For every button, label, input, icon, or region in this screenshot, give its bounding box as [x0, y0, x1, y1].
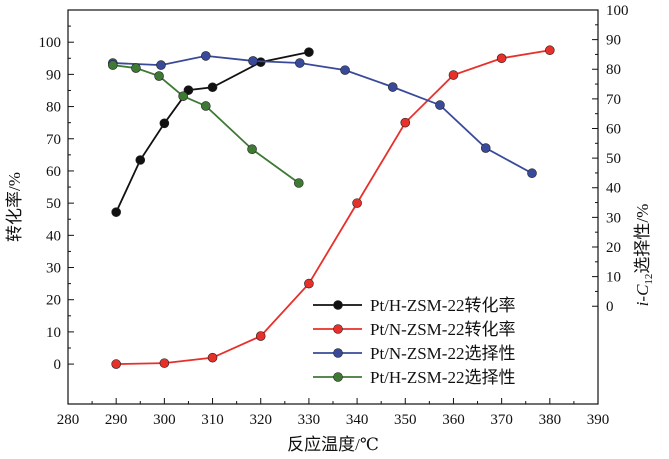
y-right-tick-label: 80 — [606, 62, 621, 78]
y-right-tick-label: 50 — [606, 151, 621, 167]
y-right-tick-label: 100 — [606, 3, 629, 19]
data-point — [255, 331, 266, 341]
data-point — [159, 358, 170, 368]
y-tick-label: 80 — [46, 100, 61, 116]
legend-label: Pt/H-ZSM-22选择性 — [370, 368, 515, 387]
data-point — [496, 53, 507, 64]
data-point — [340, 65, 350, 75]
data-point — [247, 144, 257, 155]
data-point — [293, 178, 304, 188]
legend-label: Pt/N-ZSM-22选择性 — [370, 344, 515, 363]
data-point — [183, 85, 194, 95]
x-tick-label: 310 — [201, 412, 224, 428]
series-line — [112, 64, 300, 184]
legend-marker — [333, 324, 343, 334]
data-point — [135, 155, 146, 165]
x-tick-label: 370 — [490, 412, 513, 428]
data-point — [248, 56, 258, 66]
series-line — [112, 55, 533, 175]
data-point — [154, 71, 164, 81]
data-point — [108, 60, 118, 70]
y-right-tick-label: 20 — [606, 240, 621, 256]
series-line — [115, 51, 310, 213]
x-tick-label: 390 — [587, 412, 610, 428]
data-point — [304, 278, 314, 289]
data-point — [111, 359, 121, 369]
data-point — [201, 51, 211, 61]
y-right-tick-label: 90 — [606, 33, 621, 49]
legend-marker — [333, 372, 343, 382]
data-point — [178, 91, 188, 102]
x-tick-label: 360 — [442, 412, 465, 428]
data-point — [304, 47, 314, 57]
y-tick-label: 60 — [46, 164, 61, 180]
data-point — [207, 82, 218, 93]
y-right-tick-label: 10 — [606, 270, 621, 286]
legend-marker — [333, 348, 343, 358]
data-point — [387, 82, 398, 92]
data-point — [111, 207, 121, 217]
legend-label: Pt/N-ZSM-22转化率 — [370, 320, 515, 339]
x-tick-label: 290 — [105, 412, 128, 428]
y-tick-label: 20 — [46, 293, 61, 309]
x-tick-label: 320 — [249, 412, 272, 428]
data-point — [156, 60, 166, 70]
y-right-tick-label: 60 — [606, 121, 621, 137]
y-tick-label: 0 — [54, 357, 62, 373]
x-tick-label: 350 — [394, 412, 417, 428]
x-tick-label: 340 — [346, 412, 369, 428]
data-point — [400, 117, 411, 128]
x-tick-label: 280 — [57, 412, 80, 428]
y-right-tick-label: 70 — [606, 92, 621, 108]
y-tick-label: 10 — [46, 325, 61, 341]
x-tick-label: 330 — [298, 412, 321, 428]
legend: Pt/H-ZSM-22转化率 Pt/N-ZSM-22转化率 Pt/N-ZSM-22选… — [313, 296, 515, 387]
legend-marker — [333, 300, 343, 310]
y-tick-label: 50 — [46, 196, 61, 212]
data-point — [159, 118, 170, 129]
y-right-tick-label: 40 — [606, 181, 621, 197]
axes: 280 290 300 310 320 330 340 350 360 370 380 3900102… — [39, 3, 629, 428]
y-tick-label: 30 — [46, 261, 61, 277]
legend-label: Pt/H-ZSM-22转化率 — [370, 296, 515, 315]
y-tick-label: 40 — [46, 228, 61, 244]
data-point — [435, 100, 445, 110]
y-tick-label: 100 — [39, 35, 62, 51]
data-point — [131, 63, 141, 73]
x-axis-label: 反应温度/℃ — [287, 435, 379, 454]
y-axis-label: 转化率/% — [5, 172, 24, 242]
data-point — [294, 58, 305, 68]
data-point — [352, 198, 362, 208]
y-right-tick-label: 30 — [606, 210, 621, 226]
y-tick-label: 90 — [46, 67, 61, 83]
data-point — [545, 45, 555, 56]
series-line — [116, 49, 550, 365]
data-point — [480, 143, 491, 153]
data-point — [207, 352, 218, 363]
data-point — [527, 168, 537, 179]
y-right-tick-label: 0 — [606, 299, 614, 315]
x-tick-label: 380 — [539, 412, 562, 428]
x-tick-label: 300 — [153, 412, 176, 428]
data-point — [201, 101, 211, 111]
y-tick-label: 70 — [46, 132, 61, 148]
data-point — [448, 70, 459, 80]
y-right-axis-label: i-C12选择性/% — [633, 204, 655, 307]
plot-area — [108, 45, 555, 369]
